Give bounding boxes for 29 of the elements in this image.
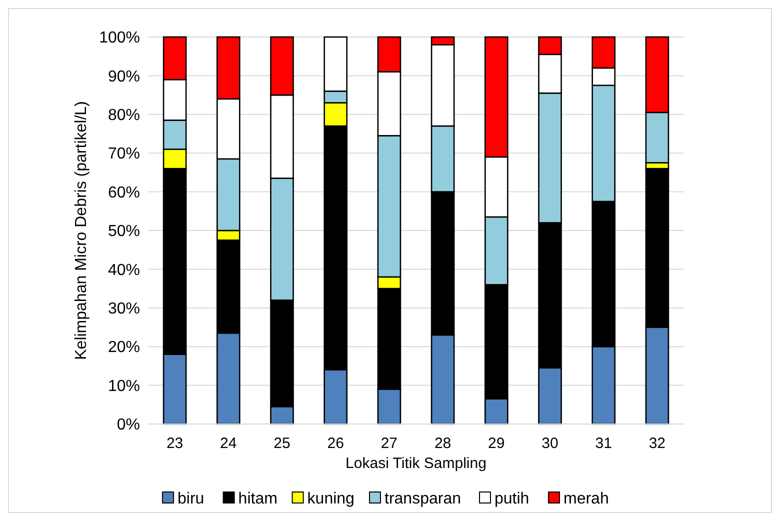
y-tick-label: 100%: [99, 30, 140, 47]
y-tick-label: 10%: [108, 378, 140, 395]
legend-label: hitam: [238, 490, 278, 508]
x-tick-label: 27: [380, 435, 398, 452]
x-tick-label: 31: [595, 435, 612, 452]
x-tick-label: 24: [220, 435, 237, 452]
y-tick-label: 80%: [108, 107, 140, 124]
y-tick-label: 90%: [108, 68, 140, 86]
legend-label: kuning: [307, 490, 354, 508]
y-tick-label: 20%: [108, 339, 140, 356]
legend-label: transparan: [384, 490, 461, 508]
y-tick-label: 70%: [108, 146, 140, 163]
y-axis-title: Kelimpahan Micro Debris (partikel/L): [73, 101, 90, 360]
x-tick-label: 30: [542, 435, 558, 452]
y-tick-label: 50%: [108, 223, 140, 240]
x-axis-title: Lokasi Titik Sampling: [346, 455, 486, 472]
legend-label: biru: [178, 490, 204, 508]
x-tick-label: 26: [327, 435, 344, 452]
x-tick-label: 29: [488, 435, 505, 452]
y-tick-label: 40%: [108, 262, 140, 279]
x-tick-label: 32: [648, 435, 666, 452]
y-tick-label: 60%: [108, 184, 140, 202]
y-tick-label: 30%: [108, 300, 140, 318]
x-tick-label: 28: [434, 435, 452, 452]
y-tick-label: 0%: [116, 416, 140, 434]
legend-label: putih: [494, 490, 530, 508]
legend-label: merah: [564, 490, 609, 508]
x-tick-label: 23: [166, 435, 184, 452]
x-tick-label: 25: [274, 435, 290, 452]
